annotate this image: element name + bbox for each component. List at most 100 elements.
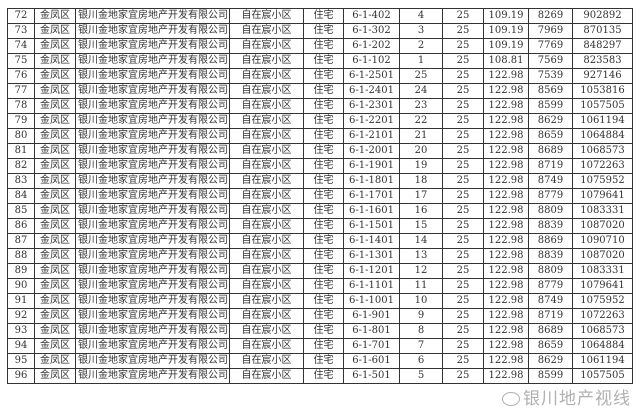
unit-price-cell: 8809 [528, 263, 573, 279]
room-number-cell: 6-1-2301 [343, 98, 400, 114]
area-cell: 122.98 [483, 68, 529, 84]
total-price-cell: 1079641 [572, 188, 633, 204]
room-number-cell: 6-1-1101 [343, 278, 400, 294]
project-name-cell: 自在宸小区 [229, 278, 304, 294]
district-cell: 金凤区 [34, 8, 76, 24]
row-number-cell: 78 [7, 98, 35, 114]
district-cell: 金凤区 [34, 53, 76, 69]
unit-price-cell: 8659 [528, 338, 573, 354]
usage-cell: 住宅 [303, 113, 344, 129]
unit-price-cell: 8719 [528, 308, 573, 324]
district-cell: 金凤区 [34, 248, 76, 264]
developer-cell: 银川金地家宜房地产开发有限公司 [75, 308, 230, 324]
usage-cell: 住宅 [303, 53, 344, 69]
room-number-cell: 6-1-1701 [343, 188, 400, 204]
table-row: 83 金凤区 银川金地家宜房地产开发有限公司 自在宸小区 住宅 6-1-1801 18 25 1… [7, 173, 633, 189]
room-number-cell: 6-1-302 [343, 23, 400, 39]
district-cell: 金凤区 [34, 128, 76, 144]
area-cell: 122.98 [483, 143, 529, 159]
project-name-cell: 自在宸小区 [229, 338, 304, 354]
total-price-cell: 1057505 [572, 368, 633, 384]
room-number-cell: 6-1-2101 [343, 128, 400, 144]
district-cell: 金凤区 [34, 323, 76, 339]
row-number-cell: 80 [7, 128, 35, 144]
total-price-cell: 1087020 [572, 248, 633, 264]
unit-price-cell: 8659 [528, 128, 573, 144]
project-name-cell: 自在宸小区 [229, 323, 304, 339]
usage-cell: 住宅 [303, 128, 344, 144]
total-price-cell: 1087020 [572, 218, 633, 234]
table-row: 85 金凤区 银川金地家宜房地产开发有限公司 自在宸小区 住宅 6-1-1601 16 25 1… [7, 203, 633, 219]
project-name-cell: 自在宸小区 [229, 83, 304, 99]
area-cell: 109.19 [483, 38, 529, 54]
room-number-cell: 6-1-501 [343, 368, 400, 384]
total-floors-cell: 25 [442, 173, 484, 189]
area-cell: 122.98 [483, 338, 529, 354]
unit-price-cell: 8689 [528, 143, 573, 159]
total-floors-cell: 25 [442, 38, 484, 54]
floor-cell: 9 [399, 308, 443, 324]
unit-price-cell: 8599 [528, 98, 573, 114]
floor-cell: 25 [399, 68, 443, 84]
project-name-cell: 自在宸小区 [229, 23, 304, 39]
project-name-cell: 自在宸小区 [229, 218, 304, 234]
usage-cell: 住宅 [303, 98, 344, 114]
unit-price-cell: 8569 [528, 83, 573, 99]
unit-price-cell: 8749 [528, 293, 573, 309]
table-row: 84 金凤区 银川金地家宜房地产开发有限公司 自在宸小区 住宅 6-1-1701 17 25 1… [7, 188, 633, 204]
room-number-cell: 6-1-1901 [343, 158, 400, 174]
project-name-cell: 自在宸小区 [229, 98, 304, 114]
table-row: 93 金凤区 银川金地家宜房地产开发有限公司 自在宸小区 住宅 6-1-801 8 25 122… [7, 323, 633, 339]
unit-price-cell: 7539 [528, 68, 573, 84]
total-price-cell: 823583 [572, 53, 633, 69]
room-number-cell: 6-1-1801 [343, 173, 400, 189]
total-price-cell: 1053816 [572, 83, 633, 99]
usage-cell: 住宅 [303, 203, 344, 219]
area-cell: 122.98 [483, 263, 529, 279]
usage-cell: 住宅 [303, 38, 344, 54]
unit-price-cell: 8719 [528, 158, 573, 174]
total-price-cell: 1064884 [572, 128, 633, 144]
total-floors-cell: 25 [442, 218, 484, 234]
total-price-cell: 1075952 [572, 173, 633, 189]
total-price-cell: 1064884 [572, 338, 633, 354]
floor-cell: 3 [399, 23, 443, 39]
project-name-cell: 自在宸小区 [229, 263, 304, 279]
floor-cell: 6 [399, 353, 443, 369]
row-number-cell: 76 [7, 68, 35, 84]
floor-cell: 2 [399, 38, 443, 54]
room-number-cell: 6-1-601 [343, 353, 400, 369]
total-price-cell: 1079641 [572, 278, 633, 294]
table-row: 95 金凤区 银川金地家宜房地产开发有限公司 自在宸小区 住宅 6-1-601 6 25 122… [7, 353, 633, 369]
floor-cell: 1 [399, 53, 443, 69]
developer-cell: 银川金地家宜房地产开发有限公司 [75, 38, 230, 54]
table-row: 73 金凤区 银川金地家宜房地产开发有限公司 自在宸小区 住宅 6-1-302 3 25 109… [7, 23, 633, 39]
total-floors-cell: 25 [442, 98, 484, 114]
developer-cell: 银川金地家宜房地产开发有限公司 [75, 113, 230, 129]
project-name-cell: 自在宸小区 [229, 143, 304, 159]
total-floors-cell: 25 [442, 188, 484, 204]
developer-cell: 银川金地家宜房地产开发有限公司 [75, 128, 230, 144]
usage-cell: 住宅 [303, 218, 344, 234]
usage-cell: 住宅 [303, 23, 344, 39]
total-floors-cell: 25 [442, 68, 484, 84]
table-row: 91 金凤区 银川金地家宜房地产开发有限公司 自在宸小区 住宅 6-1-1001 10 25 1… [7, 293, 633, 309]
room-number-cell: 6-1-2401 [343, 83, 400, 99]
district-cell: 金凤区 [34, 218, 76, 234]
project-name-cell: 自在宸小区 [229, 158, 304, 174]
total-price-cell: 1083331 [572, 203, 633, 219]
developer-cell: 银川金地家宜房地产开发有限公司 [75, 353, 230, 369]
district-cell: 金凤区 [34, 353, 76, 369]
watermark: 银川地产视线 [502, 389, 631, 409]
room-number-cell: 6-1-2201 [343, 113, 400, 129]
developer-cell: 银川金地家宜房地产开发有限公司 [75, 188, 230, 204]
row-number-cell: 84 [7, 188, 35, 204]
room-number-cell: 6-1-901 [343, 308, 400, 324]
floor-cell: 22 [399, 113, 443, 129]
total-floors-cell: 25 [442, 353, 484, 369]
room-number-cell: 6-1-801 [343, 323, 400, 339]
table-row: 81 金凤区 银川金地家宜房地产开发有限公司 自在宸小区 住宅 6-1-2001 20 25 1… [7, 143, 633, 159]
watermark-text: 银川地产视线 [523, 389, 631, 409]
developer-cell: 银川金地家宜房地产开发有限公司 [75, 248, 230, 264]
district-cell: 金凤区 [34, 23, 76, 39]
